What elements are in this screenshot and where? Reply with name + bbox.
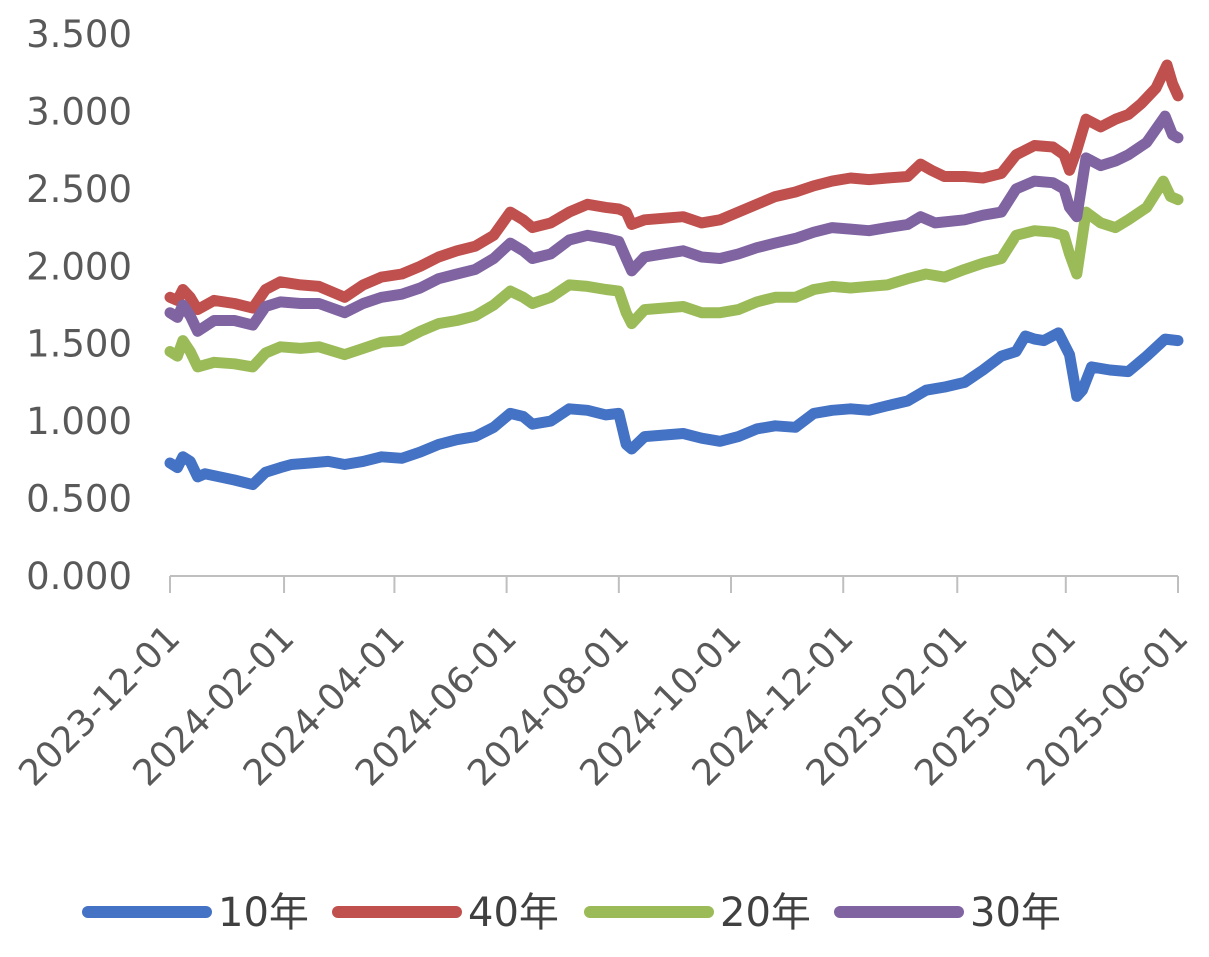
legend-label: 20年 — [720, 890, 811, 936]
x-axis-labels: 2023-12-012024-02-012024-04-012024-06-01… — [11, 617, 1196, 794]
y-tick-label: 1.500 — [26, 323, 132, 366]
series-line-4 — [164, 110, 1184, 337]
legend-label: 30年 — [970, 890, 1061, 936]
legend: 10年 40年 20年 30年 — [82, 890, 1061, 936]
series-line-1 — [164, 327, 1184, 491]
y-tick-label: 1.000 — [26, 400, 132, 443]
y-tick-label: 0.500 — [26, 478, 132, 521]
y-tick-label: 3.000 — [26, 90, 132, 133]
series-line-2 — [164, 59, 1184, 316]
y-tick-label: 0.000 — [26, 555, 132, 598]
series-lines — [164, 59, 1184, 491]
y-tick-label: 3.500 — [26, 13, 132, 56]
series-line-3 — [164, 175, 1184, 373]
legend-label: 40年 — [468, 890, 559, 936]
y-axis-labels: 0.000 0.500 1.000 1.500 2.000 2.500 3.000 3.500 — [26, 13, 132, 598]
legend-label: 10年 — [218, 890, 309, 936]
y-tick-label: 2.000 — [26, 245, 132, 288]
y-tick-label: 2.500 — [26, 168, 132, 211]
x-axis — [169, 575, 1179, 593]
